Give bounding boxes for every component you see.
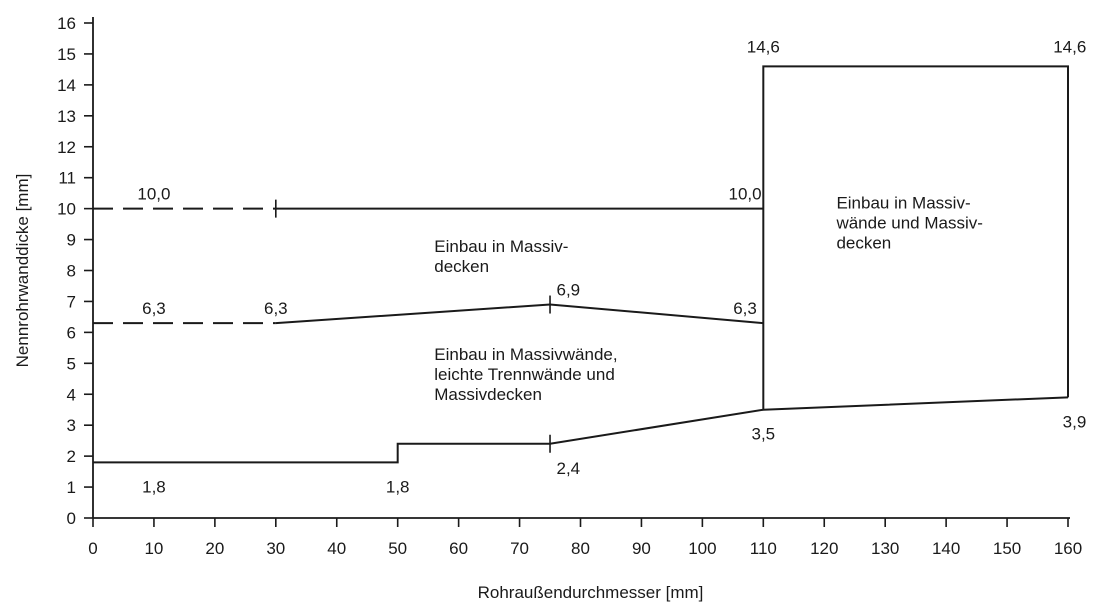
y-tick-label: 13 — [57, 107, 76, 126]
y-tick-label: 9 — [67, 231, 76, 250]
x-tick-label: 20 — [205, 539, 224, 558]
y-tick-label: 0 — [67, 509, 76, 528]
x-tick-label: 100 — [688, 539, 716, 558]
y-tick-label: 11 — [58, 169, 76, 188]
value-label: 10,0 — [137, 185, 170, 204]
y-tick-label: 12 — [57, 138, 76, 157]
x-axis-ticks: 0 10 20 30 40 50 60 70 80 90 100 110 120 130 140 150 160 — [88, 518, 1082, 558]
x-tick-label: 110 — [750, 539, 777, 558]
value-label: 14,6 — [747, 37, 780, 56]
value-label: 6,3 — [733, 299, 757, 318]
series-2-segment-0 — [93, 396, 1069, 464]
y-tick-label: 7 — [67, 292, 76, 311]
value-label: 10,0 — [728, 185, 761, 204]
region-annotations: Einbau in Massiv-decken Einbau in Massivw… — [434, 194, 983, 405]
value-label: 14,6 — [1053, 37, 1086, 56]
series-layer — [93, 65, 1069, 464]
x-tick-label: 50 — [388, 539, 407, 558]
region-annotation-line: Einbau in Massiv- — [434, 237, 568, 256]
value-label: 6,9 — [556, 281, 580, 300]
x-tick-label: 70 — [510, 539, 529, 558]
y-tick-label: 4 — [67, 385, 76, 404]
value-label: 6,3 — [264, 299, 288, 318]
y-tick-label: 8 — [67, 262, 76, 281]
x-tick-label: 160 — [1054, 539, 1082, 558]
x-tick-label: 30 — [266, 539, 285, 558]
region-annotation: Einbau in Massiv-decken — [434, 237, 568, 276]
region-annotation: Einbau in Massivwände, leichte Trennwände… — [434, 345, 617, 404]
y-tick-label: 16 — [57, 14, 76, 33]
value-label: 3,9 — [1063, 412, 1087, 431]
y-tick-label: 14 — [57, 76, 76, 95]
x-tick-label: 10 — [144, 539, 163, 558]
x-tick-label: 150 — [993, 539, 1021, 558]
region-annotation-line: Massivdecken — [434, 385, 542, 404]
x-tick-label: 130 — [871, 539, 899, 558]
y-tick-label: 5 — [67, 354, 76, 373]
y-tick-label: 10 — [57, 200, 76, 219]
x-tick-label: 40 — [327, 539, 346, 558]
region-annotation-line: leichte Trennwände und — [434, 365, 615, 384]
region-annotation-line: wände und Massiv- — [835, 214, 982, 233]
x-tick-label: 80 — [571, 539, 590, 558]
y-tick-label: 15 — [57, 45, 76, 64]
region-annotation-line: Einbau in Massivwände, — [434, 345, 617, 364]
x-tick-label: 60 — [449, 539, 468, 558]
region-annotation-line: decken — [836, 234, 891, 253]
region-annotation-line: decken — [434, 257, 489, 276]
y-tick-label: 6 — [67, 323, 76, 342]
value-label: 1,8 — [142, 477, 166, 496]
x-tick-label: 140 — [932, 539, 960, 558]
value-label: 2,4 — [556, 459, 580, 478]
y-tick-label: 1 — [67, 478, 76, 497]
value-label: 3,5 — [751, 425, 775, 444]
series-1-segment-1 — [275, 303, 764, 325]
value-labels: 10,0 10,0 6,3 6,3 6,9 6,3 1,8 1,8 2,4 3,5 3,9 14,6 1… — [137, 37, 1086, 496]
region-annotation: Einbau in Massiv-wände und Massiv-decken — [835, 194, 982, 253]
x-axis-title: Rohraußendurchmesser [mm] — [478, 583, 704, 602]
region-annotation-line: Einbau in Massiv- — [836, 194, 970, 213]
y-tick-label: 2 — [67, 447, 76, 466]
x-tick-label: 120 — [810, 539, 838, 558]
y-axis-title: Nennrohrwanddicke [mm] — [13, 174, 32, 368]
marker-layer — [275, 199, 551, 453]
value-label: 6,3 — [142, 299, 166, 318]
series-3-segment-0 — [762, 65, 1069, 410]
y-tick-label: 3 — [67, 416, 76, 435]
x-tick-label: 0 — [88, 539, 97, 558]
value-label: 1,8 — [386, 477, 410, 496]
x-tick-label: 90 — [632, 539, 651, 558]
